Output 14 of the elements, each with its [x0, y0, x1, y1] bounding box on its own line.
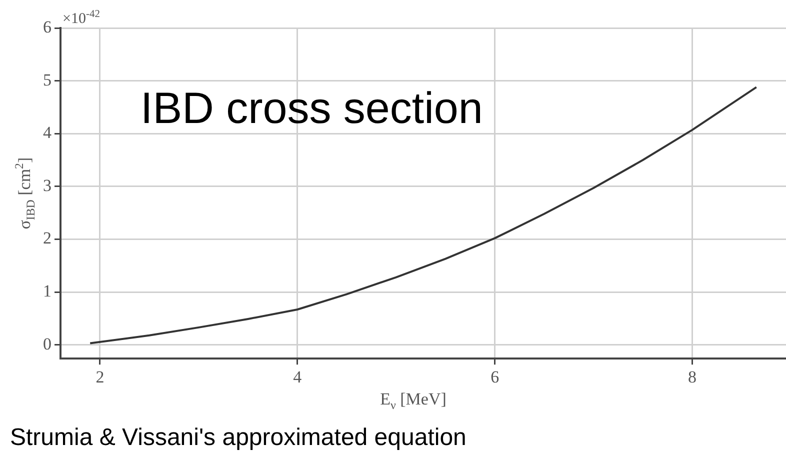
y-tick-label: 3: [43, 176, 52, 195]
y-axis-title: σIBD [cm2]: [12, 157, 38, 230]
y-tick-label: 6: [43, 17, 52, 36]
x-tick-label: 6: [490, 367, 500, 386]
y-tick-label: 0: [43, 334, 52, 354]
y-tick-label: 4: [43, 123, 52, 142]
x-tick-label: 2: [96, 367, 104, 386]
annotation: IBD cross section: [140, 84, 483, 133]
y-tick-label: 5: [43, 70, 52, 90]
y-tick-label: 1: [43, 282, 52, 301]
text: Strumia & Vissani's approximated equation: [10, 424, 466, 451]
x-tick-label: 8: [688, 367, 696, 386]
y-tick-label: 2: [43, 228, 52, 248]
x-tick-label: 4: [293, 367, 302, 386]
